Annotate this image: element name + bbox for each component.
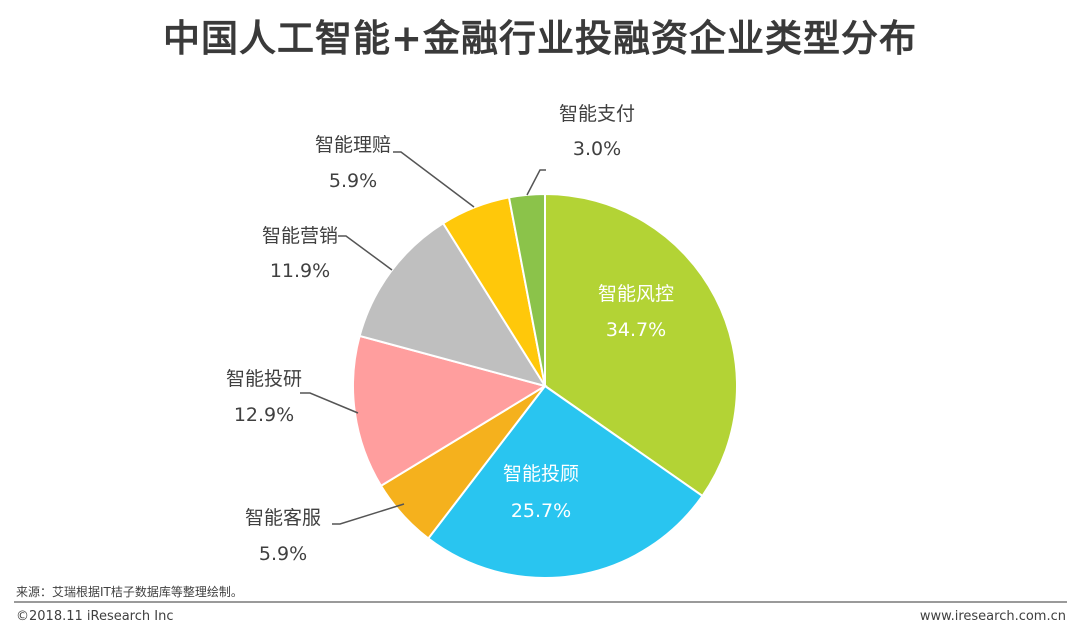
slice-value-label: 12.9% bbox=[234, 404, 294, 426]
pie-slice-5 bbox=[358, 221, 548, 388]
leader-line bbox=[300, 392, 359, 414]
slice-value-label: 5.9% bbox=[259, 543, 307, 565]
slice-labels: 智能风控 34.7% 智能投顾 25.7% 智能客服 5.9% 智能投研 12.9% 智能营销 1… bbox=[226, 103, 674, 565]
website-link[interactable]: www.iresearch.com.cn bbox=[919, 609, 1066, 624]
slice-category-label: 智能投研 bbox=[226, 368, 302, 390]
slice-category-label: 智能投顾 bbox=[503, 463, 579, 485]
pie-slice-2 bbox=[426, 384, 704, 579]
slice-category-label: 智能风控 bbox=[598, 283, 674, 305]
slice-value-label: 5.9% bbox=[329, 170, 377, 192]
slice-value-label: 34.7% bbox=[606, 319, 666, 341]
slice-category-label: 智能营销 bbox=[262, 225, 338, 247]
pie-slices bbox=[352, 192, 738, 579]
slice-category-label: 智能理赔 bbox=[315, 134, 391, 156]
leader-lines bbox=[300, 151, 546, 525]
pie-slice-1 bbox=[544, 192, 738, 498]
leader-line bbox=[332, 503, 405, 525]
leader-line bbox=[338, 235, 393, 271]
slice-value-label: 11.9% bbox=[270, 260, 330, 282]
slice-value-label: 25.7% bbox=[511, 500, 571, 522]
footer-divider bbox=[14, 601, 1067, 603]
copyright: ©2018.11 iResearch Inc bbox=[16, 609, 174, 624]
leader-line bbox=[526, 169, 546, 196]
slice-category-label: 智能客服 bbox=[245, 507, 321, 529]
slice-category-label: 智能支付 bbox=[559, 103, 635, 125]
source-note: 来源：艾瑞根据IT桔子数据库等整理绘制。 bbox=[16, 585, 243, 599]
leader-line bbox=[393, 151, 475, 208]
slice-value-label: 3.0% bbox=[573, 138, 621, 160]
chart-title: 中国人工智能+金融行业投融资企业类型分布 bbox=[162, 17, 917, 60]
